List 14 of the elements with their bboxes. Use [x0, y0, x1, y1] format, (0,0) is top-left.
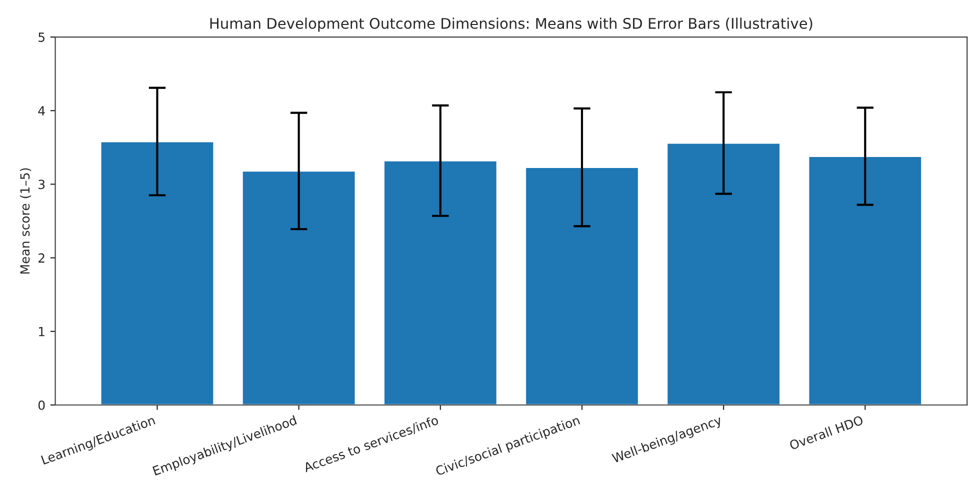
y-tick-label: 4: [38, 106, 45, 116]
bar: [383, 160, 498, 405]
bar: [100, 140, 215, 405]
y-tick-label: 0: [38, 400, 45, 410]
y-tick-label: 3: [38, 180, 45, 190]
bar: [241, 170, 356, 405]
y-tick-label: 5: [38, 32, 44, 42]
y-tick-label: 1: [38, 327, 44, 336]
y-axis-title: Mean score (1–5): [20, 168, 32, 274]
chart-title: Human Development Outcome Dimensions: Means with SD Error Bars (Illustrative): [210, 18, 812, 32]
bar: [524, 166, 640, 405]
bar: [666, 142, 781, 405]
y-tick-label: 2: [38, 253, 44, 263]
bar: [808, 156, 922, 405]
